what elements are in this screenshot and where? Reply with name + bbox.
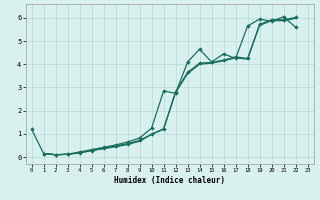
X-axis label: Humidex (Indice chaleur): Humidex (Indice chaleur) bbox=[114, 176, 225, 185]
